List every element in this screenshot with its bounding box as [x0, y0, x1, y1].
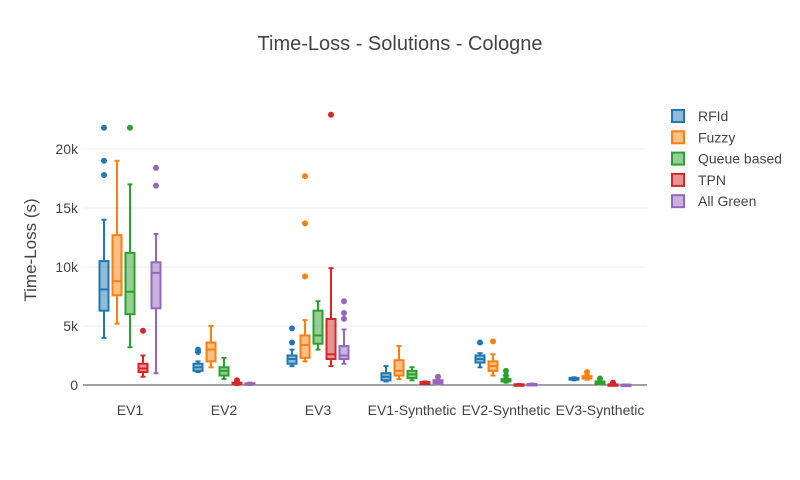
outlier-point	[584, 369, 590, 376]
legend-item: TPN	[671, 172, 726, 188]
box-series	[98, 111, 632, 388]
outlier-point	[195, 346, 201, 353]
outlier-point	[302, 173, 308, 180]
x-tick-label: EV3	[305, 402, 332, 418]
y-axis-ticks: 0 5k 10k 15k 20k	[55, 141, 79, 393]
outlier-point	[610, 379, 616, 386]
y-tick-label: 5k	[63, 318, 79, 334]
series-fuzzy	[111, 159, 593, 381]
legend-swatch	[671, 194, 685, 209]
legend-label: Fuzzy	[698, 129, 735, 145]
outlier-point	[153, 182, 159, 189]
chart-title: Time-Loss - Solutions - Cologne	[258, 33, 543, 55]
box	[325, 317, 337, 361]
outlier-point	[153, 164, 159, 171]
y-tick-label: 15k	[55, 200, 79, 216]
x-axis-ticks: EV1 EV2 EV3 EV1-Synthetic EV2-Synthetic EV3-S…	[117, 402, 645, 418]
legend-item: All Green	[671, 193, 756, 209]
x-tick-label: EV2	[211, 402, 238, 418]
legend-item: Fuzzy	[671, 129, 735, 145]
outlier-point	[503, 372, 509, 379]
x-tick-label: EV1	[117, 402, 144, 418]
outlier-point	[328, 111, 334, 118]
y-tick-label: 20k	[55, 141, 79, 157]
outlier-point	[289, 325, 295, 332]
outlier-point	[302, 220, 308, 227]
legend-swatch	[671, 130, 685, 145]
box	[150, 261, 162, 310]
outlier-point	[101, 157, 107, 164]
series-rfid	[98, 124, 580, 383]
x-tick-label: EV3-Synthetic	[556, 402, 645, 418]
series-tpn	[137, 111, 619, 387]
box	[124, 251, 136, 316]
outlier-point	[101, 171, 107, 178]
box	[299, 334, 311, 359]
outlier-point	[341, 315, 347, 322]
outlier-point	[341, 298, 347, 305]
box	[312, 309, 324, 345]
y-axis-title: Time-Loss (s)	[21, 198, 40, 301]
legend-label: All Green	[698, 193, 756, 209]
outlier-point	[289, 339, 295, 346]
series-all-green	[150, 164, 632, 388]
outlier-point	[127, 124, 133, 131]
box	[98, 260, 110, 312]
outlier-point	[341, 310, 347, 317]
legend-label: RFId	[698, 108, 728, 124]
legend-label: TPN	[698, 172, 726, 188]
legend-swatch	[671, 151, 685, 166]
box	[338, 345, 350, 361]
outlier-point	[435, 373, 441, 380]
legend-swatch	[671, 172, 685, 187]
legend-item: RFId	[671, 108, 728, 124]
y-tick-label: 10k	[55, 259, 79, 275]
outlier-point	[140, 327, 146, 334]
outlier-point	[234, 377, 240, 384]
legend-swatch	[671, 109, 685, 123]
box	[205, 341, 217, 363]
x-tick-label: EV2-Synthetic	[462, 402, 551, 418]
outlier-point	[101, 124, 107, 131]
legend-label: Queue based	[698, 151, 782, 167]
outlier-point	[302, 273, 308, 280]
x-tick-label: EV1-Synthetic	[368, 402, 457, 418]
outlier-point	[503, 367, 509, 374]
box	[393, 359, 405, 377]
outlier-point	[490, 338, 496, 345]
legend-item: Queue based	[671, 151, 782, 167]
outlier-point	[597, 375, 603, 382]
outlier-point	[477, 339, 483, 346]
grid-lines	[83, 148, 647, 386]
series-queue-based	[124, 124, 606, 386]
y-tick-label: 0	[70, 377, 78, 393]
box	[111, 234, 123, 297]
legend: RFId Fuzzy Queue based TPN All Green	[671, 108, 782, 209]
